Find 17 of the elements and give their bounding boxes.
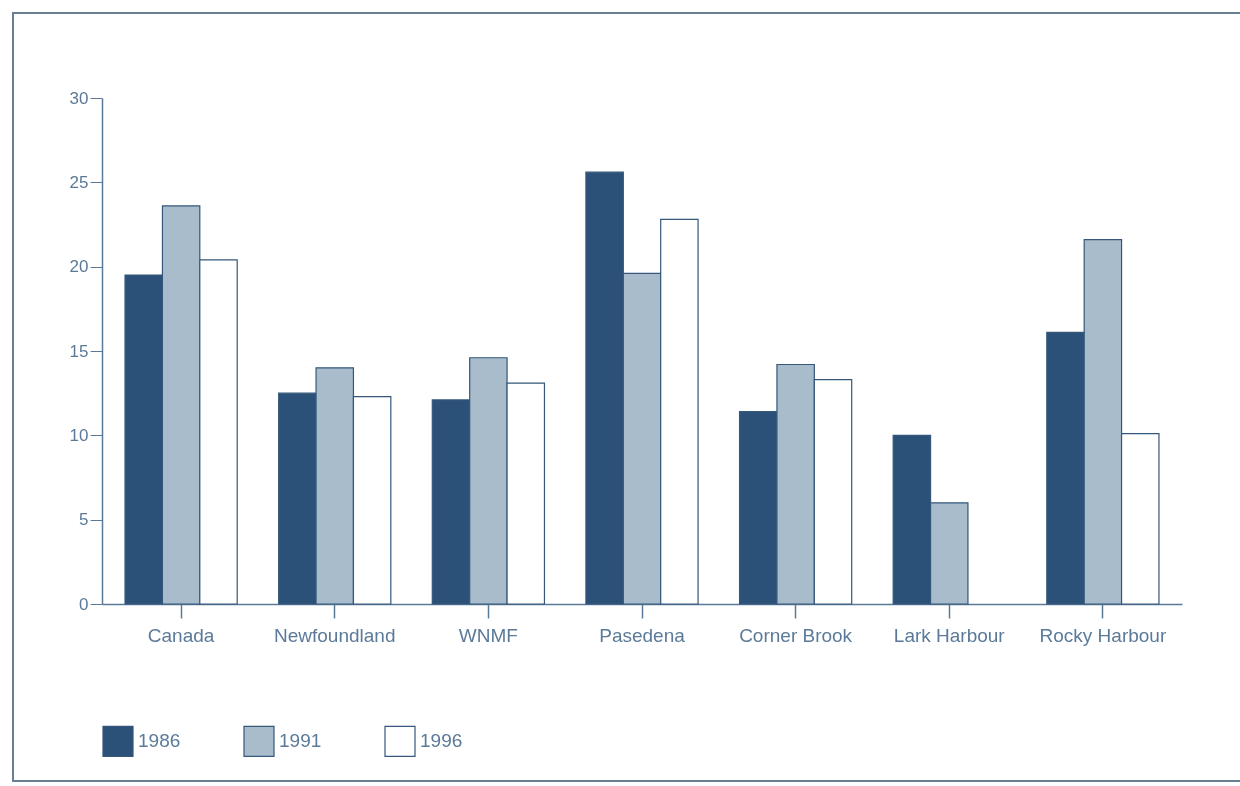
x-tick-label: Lark Harbour [893,624,1006,646]
y-tick-label: 5 [79,510,89,530]
x-tick-label: Newfoundland [274,624,396,646]
x-tick-label: Rocky Harbour [1039,624,1167,646]
legend-label: 1986 [138,730,181,752]
legend-label: 1991 [279,730,322,752]
x-tick-label: Pasedena [599,624,686,646]
y-tick-label: 10 [69,425,89,445]
x-tick-label: WNMF [458,624,518,646]
y-tick-label: 30 [69,88,89,108]
y-tick-label: 15 [69,341,89,361]
y-tick-label: 20 [69,257,89,277]
x-tick-label: Corner Brook [739,624,853,646]
y-tick-label: 25 [69,172,89,192]
y-tick-label: 0 [79,594,89,614]
legend-label: 1996 [420,730,463,752]
x-tick-label: Canada [147,624,215,646]
